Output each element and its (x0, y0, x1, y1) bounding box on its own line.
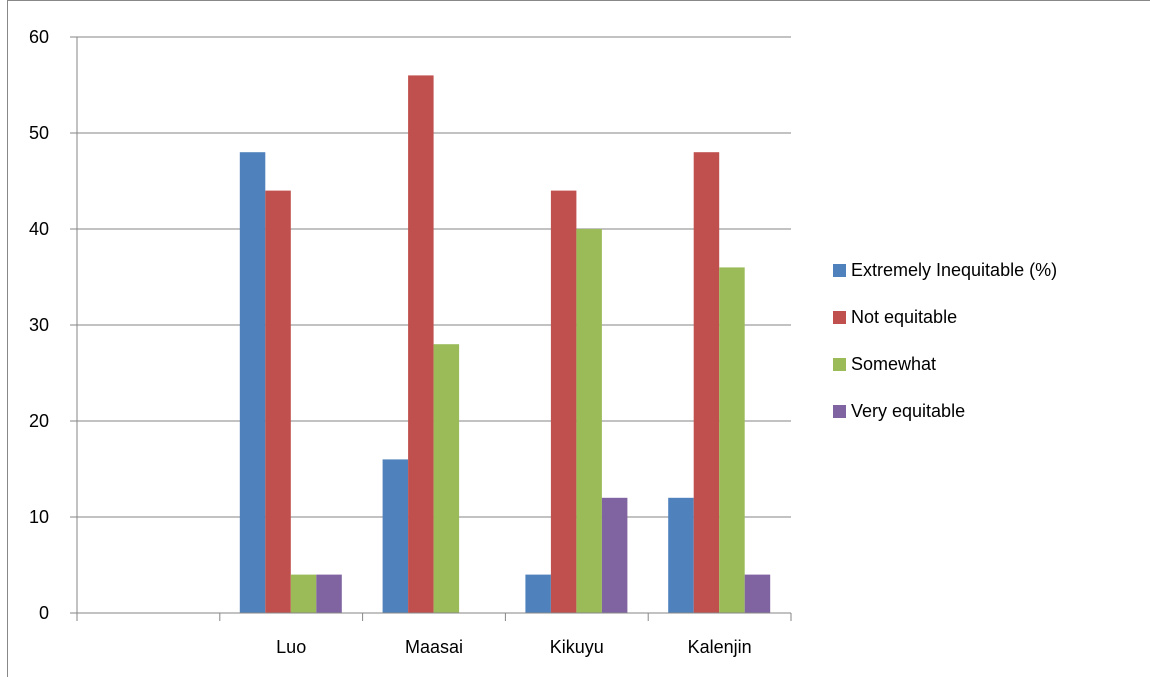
legend-item-not-equitable: Not equitable (833, 305, 1057, 329)
legend: Extremely Inequitable (%) Not equitable … (833, 258, 1057, 446)
legend-label: Not equitable (851, 306, 958, 327)
bar (744, 574, 771, 613)
bar (525, 574, 551, 613)
bar (265, 190, 291, 613)
y-tick-label: 60 (29, 27, 49, 47)
axes (76, 37, 792, 621)
bar (290, 574, 317, 613)
legend-label: Somewhat (851, 353, 937, 374)
bar (239, 152, 266, 613)
x-tick-label: Maasai (405, 637, 463, 657)
x-tick-label: Luo (276, 637, 306, 657)
bar (433, 344, 460, 613)
x-tick-label: Kikuyu (550, 637, 604, 657)
y-tick-label: 30 (29, 315, 49, 335)
bar (382, 459, 409, 613)
y-tick-label: 40 (29, 219, 49, 239)
x-tick-label: Kalenjin (688, 637, 752, 657)
bar (408, 75, 434, 613)
y-tick-label: 0 (39, 603, 49, 623)
bar (576, 229, 602, 613)
legend-label: Very equitable (851, 400, 966, 421)
bar (550, 190, 577, 613)
bars (239, 75, 771, 613)
bar (316, 574, 342, 613)
chart-frame (7, 0, 1150, 677)
legend-swatch (833, 404, 846, 418)
x-axis-tick-labels: Luo Maasai Kikuyu Kalenjin (276, 637, 751, 657)
legend-item-extremely-inequitable: Extremely Inequitable (%) (833, 258, 1057, 282)
legend-item-somewhat: Somewhat (833, 352, 1057, 376)
legend-swatch (833, 310, 846, 324)
legend-label: Extremely Inequitable (%) (851, 259, 1058, 280)
legend-swatch (833, 263, 846, 277)
y-tick-label: 10 (29, 507, 49, 527)
bar (668, 497, 694, 613)
bar (601, 497, 628, 613)
y-axis-tick-labels: 0 10 20 30 40 50 60 (29, 27, 49, 623)
y-tick-label: 20 (29, 411, 49, 431)
legend-swatch (833, 357, 846, 371)
bar (719, 267, 745, 613)
bar (693, 152, 720, 613)
legend-item-very-equitable: Very equitable (833, 399, 1057, 423)
y-tick-label: 50 (29, 123, 49, 143)
